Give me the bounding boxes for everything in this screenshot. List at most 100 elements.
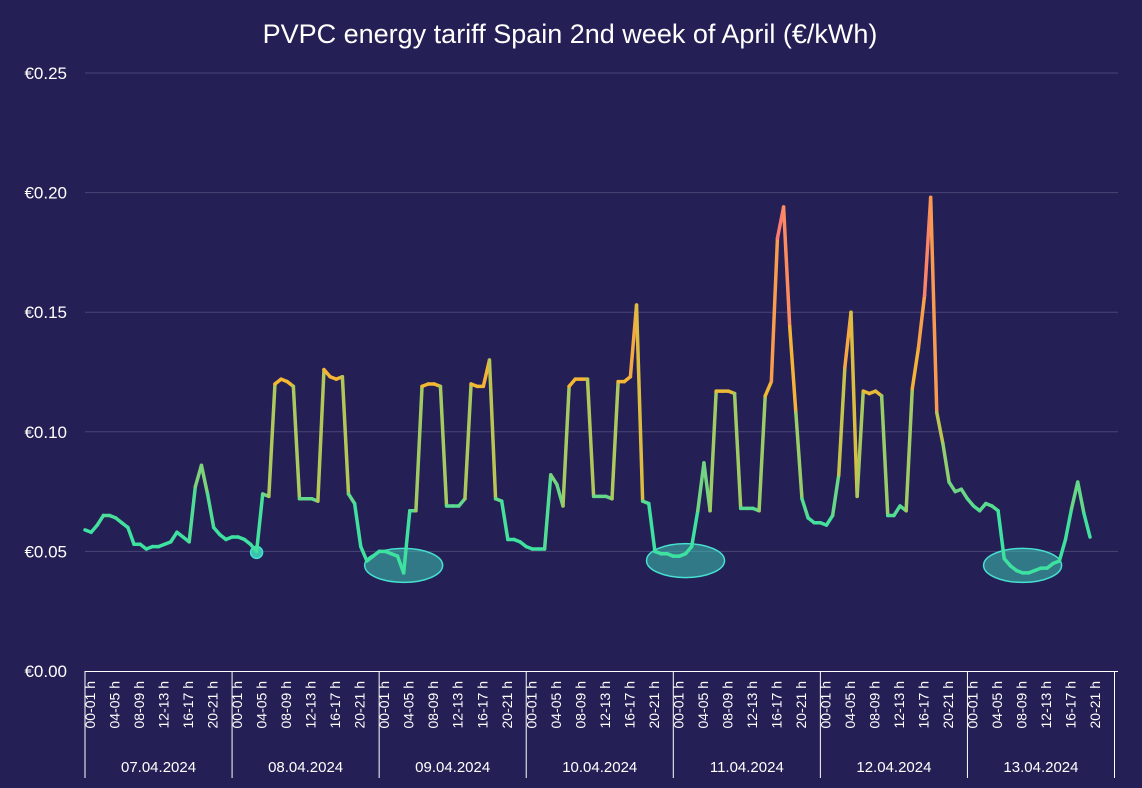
price-line-segment (499, 499, 510, 542)
price-line-segment (947, 480, 957, 494)
hour-tick-label: 16-17 h (474, 681, 490, 728)
price-line-segment (205, 492, 216, 530)
hour-tick-label: 00-01 h (965, 681, 981, 728)
price-line-segment (254, 492, 265, 554)
price-line-segment (904, 386, 915, 513)
price-line-segment (837, 365, 847, 477)
hour-tick-label: 04-05 h (695, 681, 711, 728)
hour-tick-label: 12-13 h (744, 681, 760, 728)
hour-tick-label: 20-21 h (499, 681, 515, 728)
price-line-segment (781, 205, 792, 329)
hour-tick-label: 16-17 h (327, 681, 343, 728)
hour-tick-label: 00-01 h (670, 681, 686, 728)
hour-tick-label: 00-01 h (376, 681, 392, 728)
y-tick-label: €0.25 (24, 64, 67, 83)
hour-tick-label: 04-05 h (842, 681, 858, 728)
price-line-segment (414, 384, 424, 513)
hour-tick-label: 12-13 h (891, 681, 907, 728)
hour-tick-label: 00-01 h (82, 681, 98, 728)
hour-tick-label: 08-09 h (866, 681, 882, 728)
hour-tick-label: 16-17 h (768, 681, 784, 728)
price-line-segment (438, 384, 449, 508)
hour-tick-label: 16-17 h (1063, 681, 1079, 728)
price-line-segment (267, 382, 277, 499)
hour-tick-label: 12-13 h (156, 681, 172, 728)
price-line-segment (1069, 480, 1080, 511)
hour-tick-label: 12-13 h (450, 681, 466, 728)
hour-tick-label: 16-17 h (915, 681, 931, 728)
price-line-segment (199, 463, 210, 496)
day-label: 11.04.2024 (710, 759, 784, 776)
gridlines (85, 72, 1118, 552)
price-line-segment (340, 375, 351, 496)
price-line-segment (95, 513, 106, 527)
price-line-segment (996, 508, 1006, 561)
y-tick-label: €0.05 (24, 542, 67, 561)
price-line-segment (401, 508, 412, 575)
hour-tick-label: 04-05 h (548, 681, 564, 728)
day-label: 08.04.2024 (268, 759, 343, 776)
price-line-segment (879, 394, 890, 518)
price-line-segment (542, 473, 553, 551)
price-line-segment (126, 525, 136, 546)
chart-title: PVPC energy tariff Spain 2nd week of Apr… (263, 19, 878, 49)
hour-tick-label: 08-09 h (572, 681, 588, 728)
price-line-segment (359, 544, 369, 563)
hour-tick-label: 08-09 h (278, 681, 294, 728)
hour-tick-label: 20-21 h (940, 681, 956, 728)
price-line-segment (794, 410, 804, 501)
hour-tick-label: 00-01 h (229, 681, 245, 728)
hour-tick-label: 20-21 h (646, 681, 662, 728)
price-line-segment (732, 391, 743, 511)
price-line-segment (585, 377, 596, 499)
hour-tick-label: 04-05 h (107, 681, 123, 728)
price-line-segment (1082, 511, 1092, 539)
y-tick-label: €0.10 (24, 423, 67, 442)
hour-tick-label: 12-13 h (1038, 681, 1054, 728)
price-line-segment (769, 236, 780, 384)
price-line-segment (708, 389, 718, 513)
price-line-segment (1075, 480, 1086, 515)
hour-tick-label: 00-01 h (817, 681, 833, 728)
hour-tick-label: 04-05 h (254, 681, 270, 728)
price-line-segment (291, 384, 302, 501)
price-line-segment (187, 485, 198, 544)
y-axis-ticks: €0.00 €0.05 €0.10 €0.15 €0.20 €0.25 (24, 64, 67, 681)
day-label: 09.04.2024 (415, 759, 490, 776)
y-tick-label: €0.15 (24, 303, 67, 322)
y-tick-label: €0.00 (24, 662, 67, 681)
price-line-segment (696, 461, 706, 513)
price-line-segment (463, 382, 473, 501)
hour-tick-label: 20-21 h (205, 681, 221, 728)
price-line-segment (316, 367, 326, 503)
day-label: 10.04.2024 (562, 759, 637, 776)
x-axis: 07.04.2024 00-01 h 04-05 h 08-09 h 12-13 h 16… (82, 671, 1118, 778)
price-line-segment (928, 195, 939, 415)
price-line-segment (689, 508, 700, 549)
price-line (83, 195, 1092, 575)
day-label: 07.04.2024 (121, 759, 196, 776)
day-label: 13.04.2024 (1003, 759, 1078, 776)
hour-tick-label: 20-21 h (352, 681, 368, 728)
hour-tick-label: 12-13 h (597, 681, 613, 728)
hour-tick-label: 08-09 h (425, 681, 441, 728)
hour-tick-label: 00-01 h (523, 681, 539, 728)
hour-tick-label: 20-21 h (1087, 681, 1103, 728)
price-line-segment (916, 293, 927, 350)
hour-tick-label: 16-17 h (180, 681, 196, 728)
price-line-segment (941, 442, 951, 484)
hour-tick-label: 08-09 h (719, 681, 735, 728)
price-line-segment (169, 530, 179, 544)
price-line-segment (763, 379, 774, 398)
hour-tick-label: 12-13 h (303, 681, 319, 728)
price-line-segment (824, 513, 835, 527)
highlight-ellipse (645, 542, 726, 579)
price-line-segment (830, 473, 841, 518)
hour-tick-label: 04-05 h (989, 681, 1005, 728)
price-line-segment (346, 492, 357, 506)
price-line-segment (787, 324, 798, 415)
price-line-segment (757, 394, 767, 513)
price-line-segment (1057, 537, 1068, 563)
price-line-segment (935, 410, 945, 446)
